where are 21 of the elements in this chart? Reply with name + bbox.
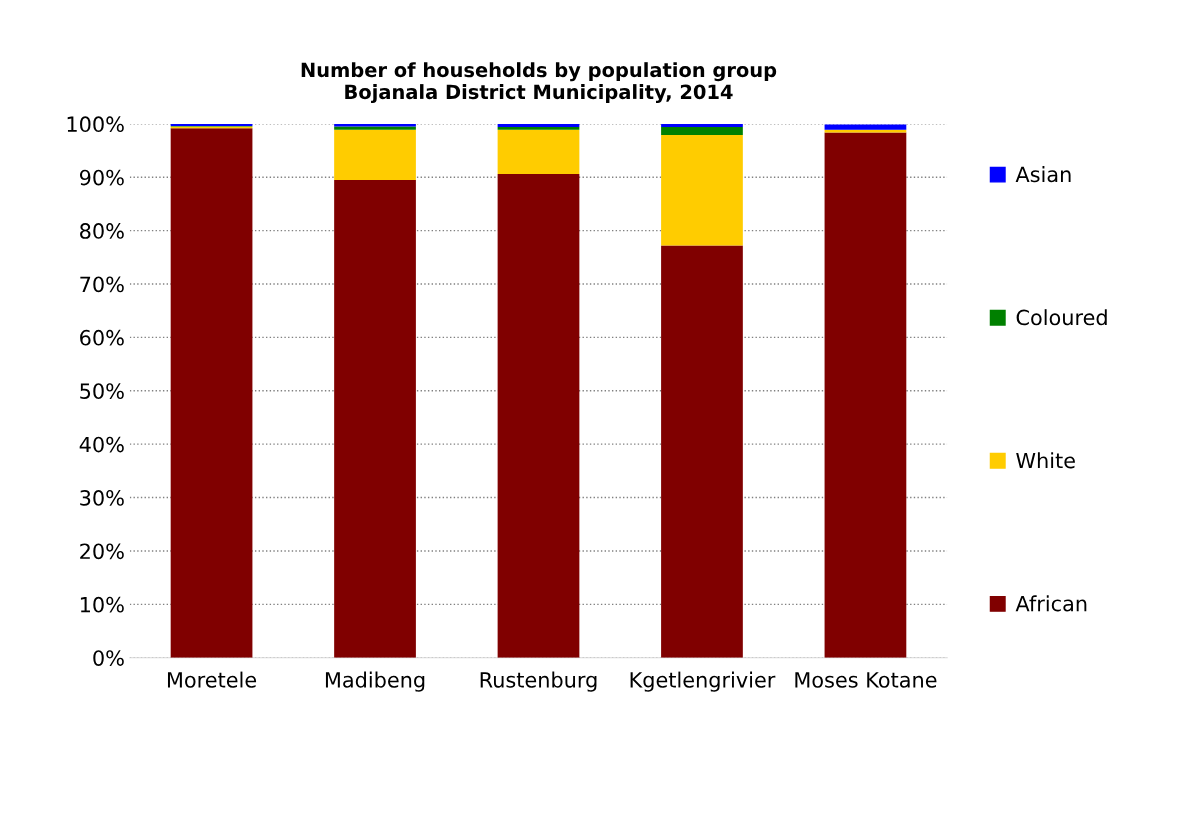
y-tick-label: 0%	[93, 650, 124, 666]
y-tick-label: 100%	[67, 116, 124, 133]
legend-label: African	[1015, 595, 1087, 612]
y-tick-label: 70%	[80, 276, 124, 293]
legend-label: Asian	[1015, 166, 1071, 183]
legend-label: Coloured	[1016, 309, 1107, 326]
chart-title: Number of households by population group Bojanala District Municipality, 2014	[301, 62, 777, 104]
y-tick-label: 30%	[80, 490, 124, 506]
x-tick-label: Kgetlengrivier	[630, 671, 776, 692]
y-tick-label: 50%	[80, 383, 124, 399]
y-tick-label: 40%	[79, 436, 124, 453]
x-tick-label: Moretele	[167, 671, 257, 688]
y-tick-label: 80%	[80, 223, 124, 239]
y-tick-label: 90%	[79, 169, 124, 186]
x-tick-label: Moses Kotane	[795, 672, 937, 688]
legend-label: White	[1016, 452, 1075, 469]
y-tick-label: 60%	[80, 329, 124, 346]
x-tick-label: Madibeng	[325, 671, 425, 692]
y-tick-label: 20%	[80, 543, 124, 560]
y-tick-label: 10%	[80, 596, 124, 613]
x-tick-label: Rustenburg	[480, 671, 597, 692]
